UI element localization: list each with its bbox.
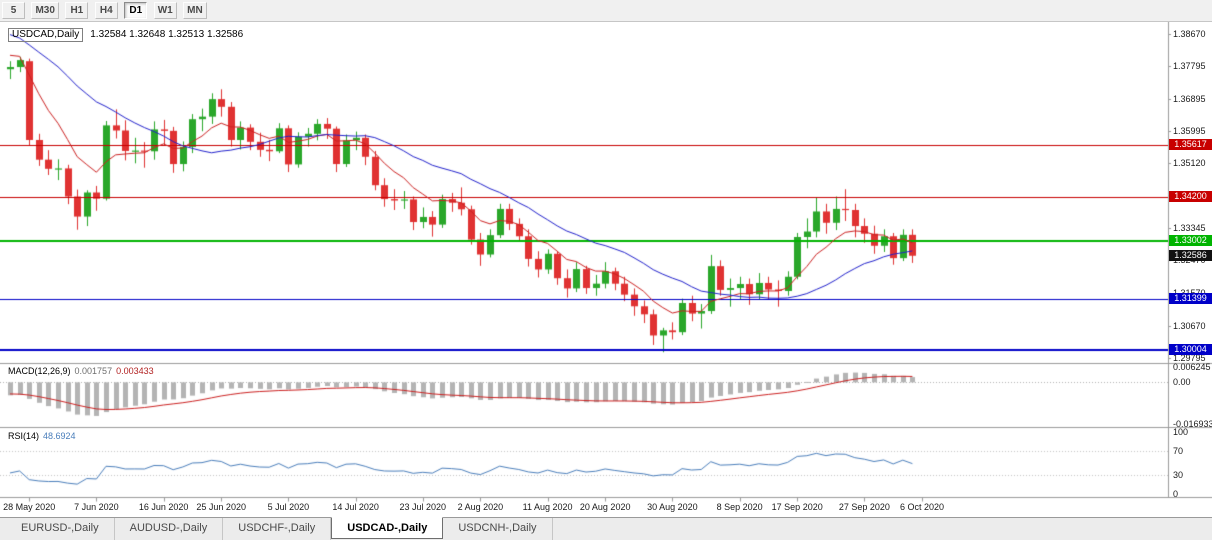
chart-area: 28 May 2020 7 Jun 2020 16 Jun 2020 25 Jun 2… [0,22,1212,517]
timeframe-button-h1[interactable]: H1 [65,2,89,19]
timeframe-button-w1[interactable]: W1 [153,2,177,19]
timeframe-button-mn[interactable]: MN [183,2,207,19]
tab-usdcad-daily[interactable]: USDCAD-,Daily [331,517,444,539]
macd-name: MACD(12,26,9) [8,366,71,376]
price-scale[interactable] [1168,22,1212,497]
timeframe-button-m30[interactable]: M30 [31,2,59,19]
tab-eurusd-daily[interactable]: EURUSD-,Daily [6,518,115,540]
chart-canvas[interactable] [0,22,1212,517]
chart-tabs: EURUSD-,Daily AUDUSD-,Daily USDCHF-,Daily U… [0,517,1212,540]
timeframe-button-d1[interactable]: D1 [124,2,148,19]
chart-symbol-label: USDCAD,Daily [8,28,84,42]
rsi-value: 48.6924 [43,431,76,441]
timeframe-button-h4[interactable]: H4 [94,2,118,19]
macd-main-value: 0.001757 [74,366,113,376]
timeframe-button-m5[interactable]: 5 [2,2,25,19]
chart-title: USDCAD,Daily 1.32584 1.32648 1.32513 1.32… [8,28,244,42]
timeframe-toolbar: 5 M30 H1 H4 D1 W1 MN [0,0,1212,22]
rsi-name: RSI(14) [8,431,40,441]
macd-label: MACD(12,26,9) 0.001757 0.003433 [8,366,154,376]
macd-signal-value: 0.003433 [116,366,154,376]
tab-usdchf-daily[interactable]: USDCHF-,Daily [223,518,332,540]
rsi-label: RSI(14) 48.6924 [8,431,76,441]
tab-audusd-daily[interactable]: AUDUSD-,Daily [115,518,224,540]
tab-usdcnh-daily[interactable]: USDCNH-,Daily [443,518,553,540]
time-scale[interactable] [0,497,1168,517]
chart-ohlc-values: 1.32584 1.32648 1.32513 1.32586 [90,29,244,40]
